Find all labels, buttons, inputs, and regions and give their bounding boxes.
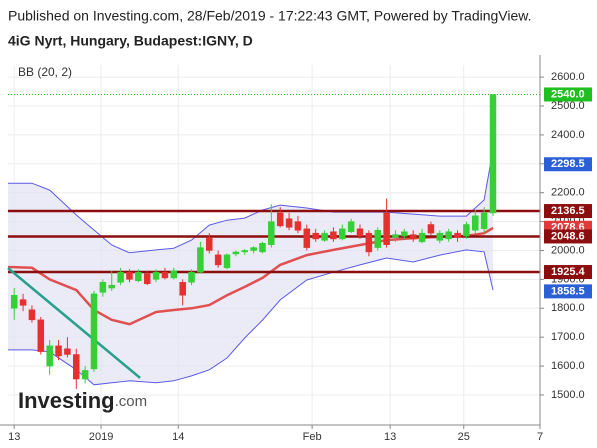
candle-body	[463, 224, 470, 237]
candle-body	[259, 243, 266, 253]
candle-body	[427, 224, 435, 234]
candle-body	[143, 273, 151, 284]
price-tag	[544, 265, 592, 280]
y-tick-label: 1600.0	[551, 360, 585, 372]
band-upper	[8, 149, 494, 254]
indicator-label: BB (20, 2)	[18, 65, 72, 79]
candle-body	[339, 228, 346, 240]
x-tick-label: 14	[172, 431, 184, 443]
y-tick-label: 2600.0	[551, 71, 585, 83]
band-lower	[8, 249, 494, 386]
logo-main: Investing	[18, 388, 115, 413]
candle-body	[250, 247, 257, 251]
candle-body	[285, 218, 293, 228]
candle-body	[223, 254, 231, 269]
candle-body	[214, 254, 222, 266]
candle-body	[46, 345, 53, 367]
candle-body	[347, 221, 355, 232]
candle-body	[312, 232, 319, 240]
candle-body	[330, 231, 337, 240]
x-tick-label: 13	[8, 431, 20, 443]
y-tick-label: 2400.0	[551, 129, 585, 141]
candle-body	[401, 231, 408, 237]
y-tick-label: 1800.0	[551, 302, 585, 314]
price-tag	[544, 284, 592, 299]
candle-body	[321, 232, 328, 241]
candle-body	[241, 250, 248, 253]
trendline	[7, 267, 141, 379]
published-note: Published on Investing.com, 28/Feb/2019 …	[8, 8, 532, 24]
candle-body	[161, 271, 169, 279]
logo-suffix: .com	[115, 393, 148, 410]
candle-body	[418, 232, 426, 243]
candle-body	[454, 232, 461, 238]
price-tag-label: 2540.0	[551, 88, 585, 100]
candle-body	[356, 228, 364, 237]
candle-body	[99, 282, 107, 293]
candle-body	[365, 232, 373, 253]
logo: Investing.com	[18, 388, 147, 413]
price-tag-label: 1925.4	[551, 266, 586, 278]
candle-body	[392, 234, 399, 238]
price-tag	[544, 229, 592, 244]
candle-body	[152, 271, 160, 280]
x-tick-label: 25	[458, 431, 470, 443]
candle-body	[37, 319, 45, 352]
price-tag	[544, 204, 592, 219]
candle-body	[126, 271, 133, 280]
candle-body	[170, 270, 178, 279]
candle-body	[303, 228, 311, 248]
x-tick-label: 7	[537, 431, 543, 443]
candle-body	[28, 309, 36, 321]
candle-body	[206, 237, 213, 251]
chart-title: 4iG Nyrt, Hungary, Budapest:IGNY, D	[8, 33, 253, 49]
candle-body	[64, 348, 71, 355]
candle-body	[117, 271, 124, 283]
candle-body	[108, 284, 115, 289]
price-tag-label: 2136.5	[551, 205, 585, 217]
candle-body	[276, 212, 284, 227]
price-tag-label: 1858.5	[551, 285, 585, 297]
candle-body	[383, 212, 390, 245]
price-tag	[544, 87, 592, 102]
candle-body	[489, 94, 497, 214]
candle-body	[294, 221, 302, 231]
price-tag-label: 2048.6	[551, 230, 585, 242]
y-tick-label: 1700.0	[551, 331, 585, 343]
candle-body	[90, 293, 98, 370]
candle-body	[197, 247, 204, 273]
candle-body	[81, 370, 89, 380]
candle-body	[409, 234, 417, 240]
candle-body	[188, 271, 195, 283]
y-tick-label: 2500.0	[551, 100, 585, 112]
band-fill	[8, 149, 493, 385]
candle-body	[73, 354, 80, 380]
candle-body	[268, 221, 275, 245]
candle-body	[55, 345, 62, 357]
candle-body	[480, 212, 488, 230]
candle-body	[19, 299, 27, 306]
candle-body	[436, 232, 444, 241]
price-tag	[544, 157, 592, 172]
x-tick-label: 13	[384, 431, 396, 443]
price-tag-label: 2298.5	[551, 158, 585, 170]
candle-body	[445, 231, 452, 240]
x-tick-label: 2019	[89, 431, 113, 443]
candle-body	[135, 271, 142, 282]
y-tick-label: 1500.0	[551, 389, 585, 401]
x-tick-label: Feb	[303, 431, 322, 443]
candle-body	[179, 282, 186, 296]
plot-area: 1500.01600.01700.01800.01900.02000.02100…	[0, 55, 592, 443]
y-tick-label: 2000.0	[551, 244, 585, 256]
y-tick-label: 2200.0	[551, 187, 585, 199]
candle-body	[232, 251, 240, 255]
candle-body	[374, 230, 381, 248]
candle-body	[472, 215, 479, 231]
candle-body	[10, 295, 18, 309]
